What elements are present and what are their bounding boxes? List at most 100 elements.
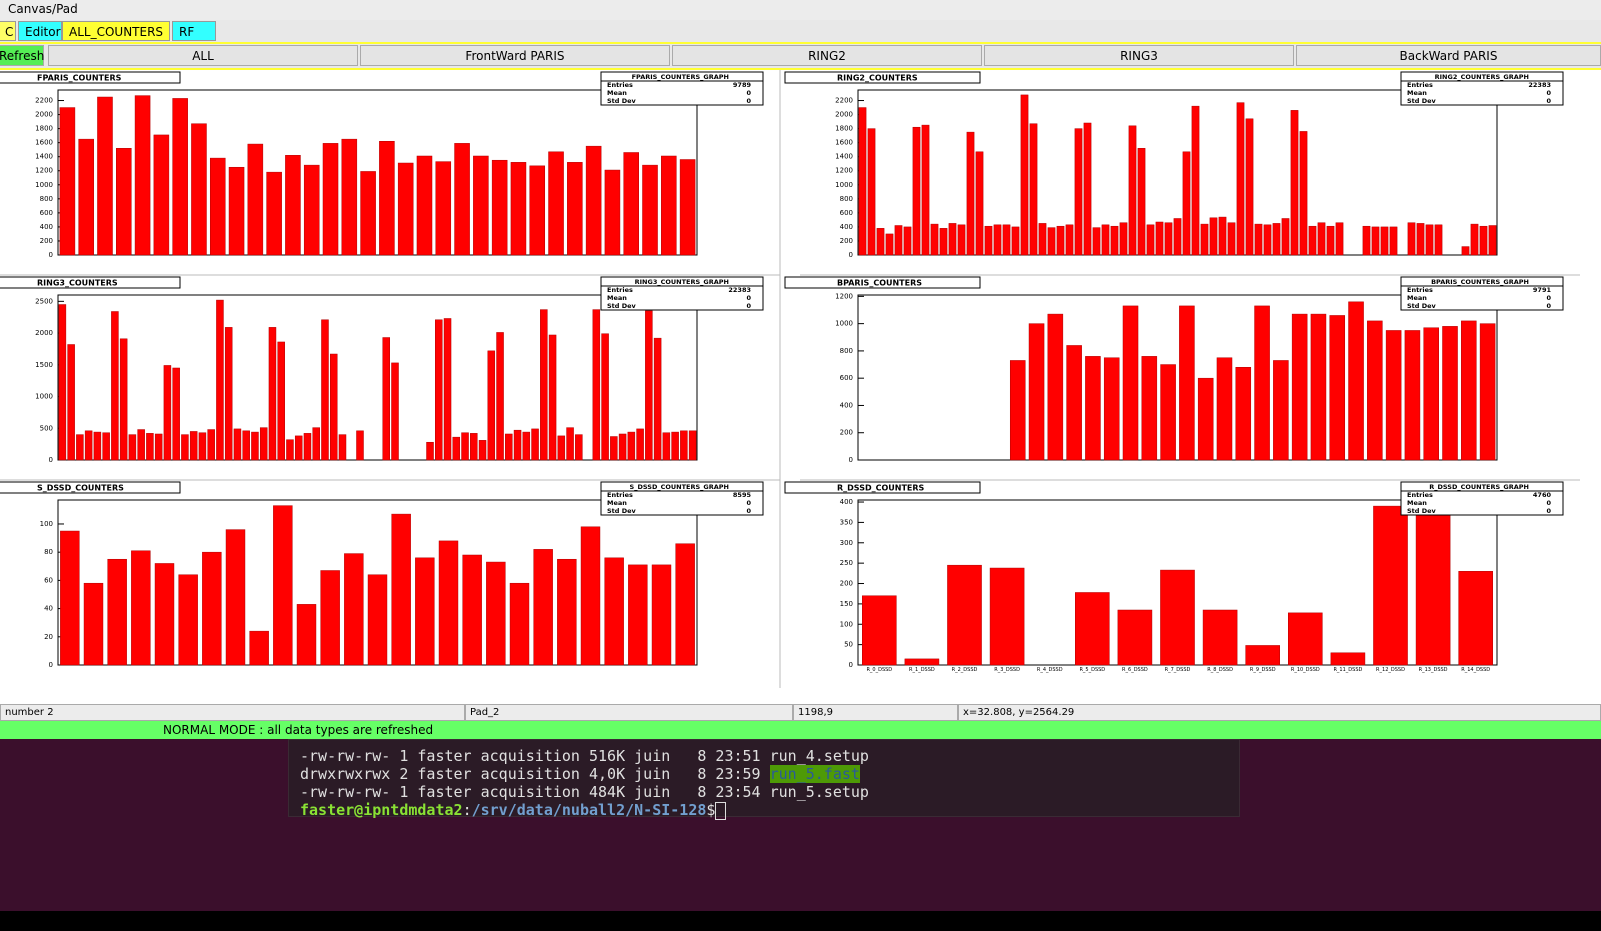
bar <box>1021 95 1028 255</box>
bar <box>610 437 617 460</box>
x-tick-label: R_9_DSSD <box>1250 667 1276 673</box>
bar <box>1462 247 1469 255</box>
stats-value: 0 <box>746 89 751 97</box>
stats-label: Entries <box>607 81 633 89</box>
tab[interactable]: RF <box>172 21 216 41</box>
y-tick-label: 80 <box>44 548 53 556</box>
bar <box>931 224 938 255</box>
bar <box>1288 613 1322 665</box>
bar <box>155 434 162 460</box>
bar <box>1255 224 1262 255</box>
bar <box>330 354 337 460</box>
bar <box>208 430 215 460</box>
bar <box>321 320 328 460</box>
bar <box>321 571 340 665</box>
bar <box>1039 223 1046 255</box>
bar <box>1237 103 1244 255</box>
bar <box>868 129 875 255</box>
bar <box>436 162 451 255</box>
stats-label: Std Dev <box>1407 302 1437 310</box>
y-tick-label: 1200 <box>35 167 53 175</box>
y-tick-label: 1000 <box>835 320 853 328</box>
bar <box>1408 223 1415 255</box>
bar <box>1367 321 1382 460</box>
stats-value: 0 <box>1546 89 1551 97</box>
x-tick-label: R_7_DSSD <box>1165 667 1191 673</box>
stats-value: 0 <box>1546 507 1551 515</box>
bar <box>1461 321 1476 460</box>
bar <box>904 227 911 255</box>
bar <box>514 430 521 460</box>
bar <box>1104 358 1119 460</box>
bar <box>1029 324 1044 460</box>
stats-value: 4760 <box>1533 491 1552 499</box>
bar <box>60 531 79 665</box>
tab[interactable]: ALL_COUNTERS <box>62 21 170 41</box>
bar <box>540 310 547 460</box>
bar <box>68 345 75 461</box>
bar <box>532 429 539 460</box>
bar <box>534 549 553 665</box>
bar <box>652 565 671 665</box>
bar <box>511 162 526 255</box>
bar <box>1471 224 1478 255</box>
y-tick-label: 1800 <box>35 125 53 133</box>
bar <box>417 156 432 255</box>
bar <box>1311 314 1326 460</box>
view-button[interactable]: FrontWard PARIS <box>360 45 670 66</box>
bar <box>497 332 504 460</box>
bar <box>1120 223 1127 255</box>
view-button[interactable]: RING3 <box>984 45 1294 66</box>
bar <box>1075 129 1082 255</box>
root-canvas: FPARIS_COUNTERS0200400600800100012001400… <box>0 70 1601 704</box>
bar <box>415 558 434 665</box>
chart-title: RING2_COUNTERS <box>837 74 918 83</box>
bar <box>323 143 338 255</box>
bar <box>85 431 92 460</box>
bar <box>886 234 893 255</box>
x-tick-label: R_8_DSSD <box>1207 667 1233 673</box>
y-tick-label: 50 <box>844 641 853 649</box>
y-tick-label: 2500 <box>35 297 53 305</box>
bar <box>1330 315 1345 460</box>
bar <box>234 429 241 460</box>
y-tick-label: 1200 <box>835 167 853 175</box>
stats-value: 0 <box>746 499 751 507</box>
bar <box>225 327 232 460</box>
view-button[interactable]: BackWard PARIS <box>1296 45 1601 66</box>
tab[interactable]: Editor <box>18 21 62 41</box>
bar <box>1416 506 1450 665</box>
bar <box>1129 126 1136 255</box>
stats-label: Mean <box>1407 294 1427 302</box>
refresh-button[interactable]: Refresh <box>0 45 44 66</box>
stats-value: 22383 <box>1528 81 1551 89</box>
stats-label: Std Dev <box>607 97 637 105</box>
bar <box>108 559 127 665</box>
y-tick-label: 60 <box>44 576 53 584</box>
stats-title: FPARIS_COUNTERS_GRAPH <box>632 73 729 81</box>
x-tick-label: R_13_DSSD <box>1419 667 1448 673</box>
bar <box>1291 110 1298 255</box>
bar <box>1386 330 1401 460</box>
bar <box>1217 358 1232 460</box>
bar <box>1192 106 1199 255</box>
bar <box>949 223 956 255</box>
y-tick-label: 1400 <box>835 153 853 161</box>
bar <box>1010 360 1025 460</box>
chart-title: BPARIS_COUNTERS <box>837 279 922 288</box>
bar <box>1203 610 1237 665</box>
bar <box>1123 306 1138 460</box>
bar <box>455 143 470 255</box>
bar <box>1057 226 1064 255</box>
bar <box>444 318 451 460</box>
bar <box>1480 324 1495 460</box>
bar <box>605 170 620 255</box>
bar <box>304 165 319 255</box>
x-tick-label: R_3_DSSD <box>994 667 1020 673</box>
terminal-line: drwxrwxrwx 2 faster acquisition 4,0K jui… <box>300 765 860 783</box>
tab[interactable]: C <box>0 21 16 41</box>
view-button[interactable]: ALL <box>48 45 358 66</box>
view-button[interactable]: RING2 <box>672 45 982 66</box>
bar <box>661 156 676 255</box>
bar <box>60 108 75 255</box>
